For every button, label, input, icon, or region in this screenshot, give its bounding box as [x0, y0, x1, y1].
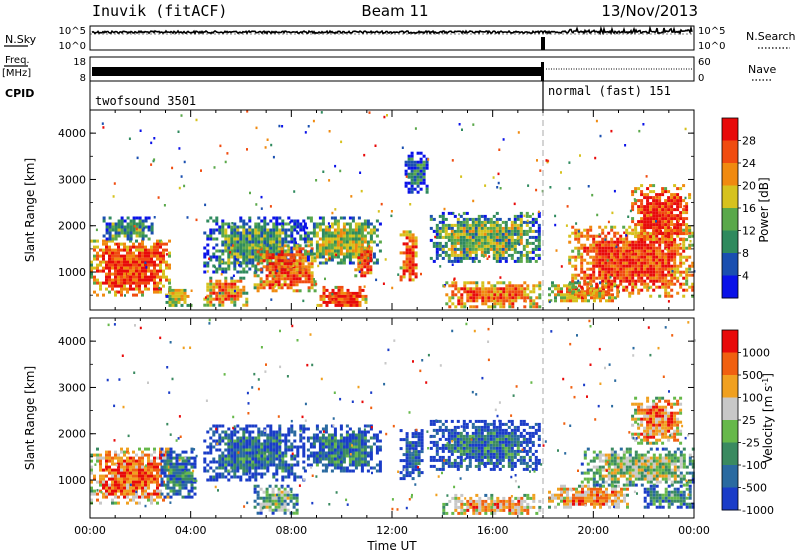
freq-gap-marker	[541, 62, 544, 81]
date-title: 13/Nov/2013	[601, 2, 698, 20]
nave-label: Nave	[748, 63, 776, 76]
nave-tick-top: 60	[698, 57, 711, 68]
nsky-tick-bottom: 10^0	[59, 41, 86, 52]
colorbar-tick-0-0: 4	[742, 270, 749, 283]
nsearch-label: N.Search	[746, 30, 796, 43]
velocity-ylabel: Slant Range [km]	[23, 366, 37, 470]
freq-tick-bottom: 8	[80, 73, 86, 84]
xtick-label-3: 12:00	[376, 524, 408, 537]
colorbar-swatch-1-1	[722, 352, 738, 376]
station-title: Inuvik (fitACF)	[92, 2, 227, 20]
colorbar-tick-1-1: 500	[742, 369, 763, 382]
nsky-gap-marker	[541, 37, 545, 50]
cpid-segment-2: normal (fast) 151	[548, 84, 671, 98]
nave-tick-bottom: 0	[698, 73, 704, 84]
colorbar-swatch-0-7	[722, 275, 738, 299]
power-echo-layer	[90, 110, 696, 309]
colorbar-tick-1-6: -500	[742, 482, 767, 495]
colorbar-swatch-1-7	[722, 487, 738, 511]
freq-tick-top: 18	[73, 57, 86, 68]
power-ylabel: Slant Range [km]	[23, 158, 37, 262]
colorbar-swatch-0-0	[722, 118, 738, 141]
colorbar-swatch-0-1	[722, 140, 738, 164]
xtick-label-6: 00:00	[678, 524, 710, 537]
power-colorbar-label: Power [dB]	[757, 177, 771, 242]
freq-band	[92, 67, 541, 76]
nsearch-tick-bottom: 10^0	[698, 41, 725, 52]
velocity-echo-layer	[90, 318, 696, 515]
velocity-panel: 1000 2000 3000 4000 Slant Range [km] 00:00 0…	[23, 317, 710, 553]
velocity-colorbar-label: Velocity [m s-1]	[761, 373, 775, 463]
ytick-label-1-2: 3000	[58, 381, 86, 394]
ytick-label-0-1: 2000	[58, 220, 86, 233]
ytick-label-1-1: 2000	[58, 428, 86, 441]
colorbar-tick-0-2: 12	[742, 225, 756, 238]
cpid-strip: CPID twofsound 3501 normal (fast) 151	[5, 81, 671, 110]
colorbar-tick-1-0: 1000	[742, 347, 770, 360]
nsky-trace	[91, 25, 693, 36]
cpid-label: CPID	[5, 87, 34, 100]
colorbar-tick-0-6: 28	[742, 135, 756, 148]
power-colorbar: 4 8 12 16 20 24 28 Power [dB]	[721, 117, 771, 299]
colorbar-swatch-1-5	[722, 442, 738, 466]
time-axis-label: Time UT	[366, 539, 417, 553]
xtick-label-4: 16:00	[477, 524, 509, 537]
velocity-colorbar-label-main: Velocity [m s	[761, 386, 775, 463]
velocity-colorbar-label-close: ]	[761, 373, 775, 378]
colorbar-tick-0-5: 24	[742, 157, 756, 170]
xtick-label-0: 00:00	[74, 524, 106, 537]
colorbar-tick-1-2: 100	[742, 392, 763, 405]
colorbar-swatch-1-4	[722, 420, 738, 443]
colorbar-tick-1-5: -100	[742, 459, 767, 472]
ytick-label-1-0: 1000	[58, 474, 86, 487]
colorbar-tick-0-3: 16	[742, 202, 756, 215]
nsky-tick-top: 10^5	[59, 26, 86, 37]
ytick-label-0-2: 3000	[58, 173, 86, 186]
colorbar-swatch-0-2	[722, 163, 738, 186]
colorbar-swatch-0-4	[722, 208, 738, 231]
colorbar-swatch-0-3	[722, 185, 738, 209]
freq-units: [MHz]	[2, 68, 31, 79]
colorbar-swatch-1-6	[722, 465, 738, 488]
xtick-label-1: 04:00	[175, 524, 207, 537]
ytick-label-0-3: 4000	[58, 127, 86, 140]
ytick-label-1-3: 4000	[58, 335, 86, 348]
colorbar-swatch-0-5	[722, 230, 738, 254]
colorbar-swatch-1-0	[722, 330, 738, 353]
velocity-colorbar: 1000 500 100 25 -25 -100 -500 -1000 Velocity [m…	[721, 329, 775, 517]
velocity-colorbar-label-exp: -1	[761, 378, 770, 386]
colorbar-tick-0-4: 20	[742, 180, 756, 193]
xtick-label-5: 20:00	[577, 524, 609, 537]
freq-strip: Freq. [MHz] 18 8 60 0 Nave	[2, 55, 776, 84]
freq-label: Freq.	[5, 55, 30, 66]
colorbar-tick-1-7: -1000	[742, 504, 774, 517]
beam-title: Beam 11	[361, 2, 428, 20]
nsky-label: N.Sky	[5, 33, 37, 46]
power-panel: 1000 2000 3000 4000 Slant Range [km]	[23, 109, 696, 311]
nsearch-tick-top: 10^5	[698, 26, 725, 37]
xtick-label-2: 08:00	[275, 524, 307, 537]
cpid-segment-1: twofsound 3501	[95, 94, 196, 108]
nsky-strip: N.Sky 10^5 10^0 10^5 10^0 N.Search	[4, 25, 796, 52]
colorbar-swatch-1-3	[722, 397, 738, 421]
colorbar-tick-1-4: -25	[742, 437, 760, 450]
colorbar-tick-1-3: 25	[742, 414, 756, 427]
colorbar-tick-0-1: 8	[742, 247, 749, 260]
ytick-label-0-0: 1000	[58, 266, 86, 279]
colorbar-swatch-1-2	[722, 375, 738, 398]
colorbar-swatch-0-6	[722, 253, 738, 276]
